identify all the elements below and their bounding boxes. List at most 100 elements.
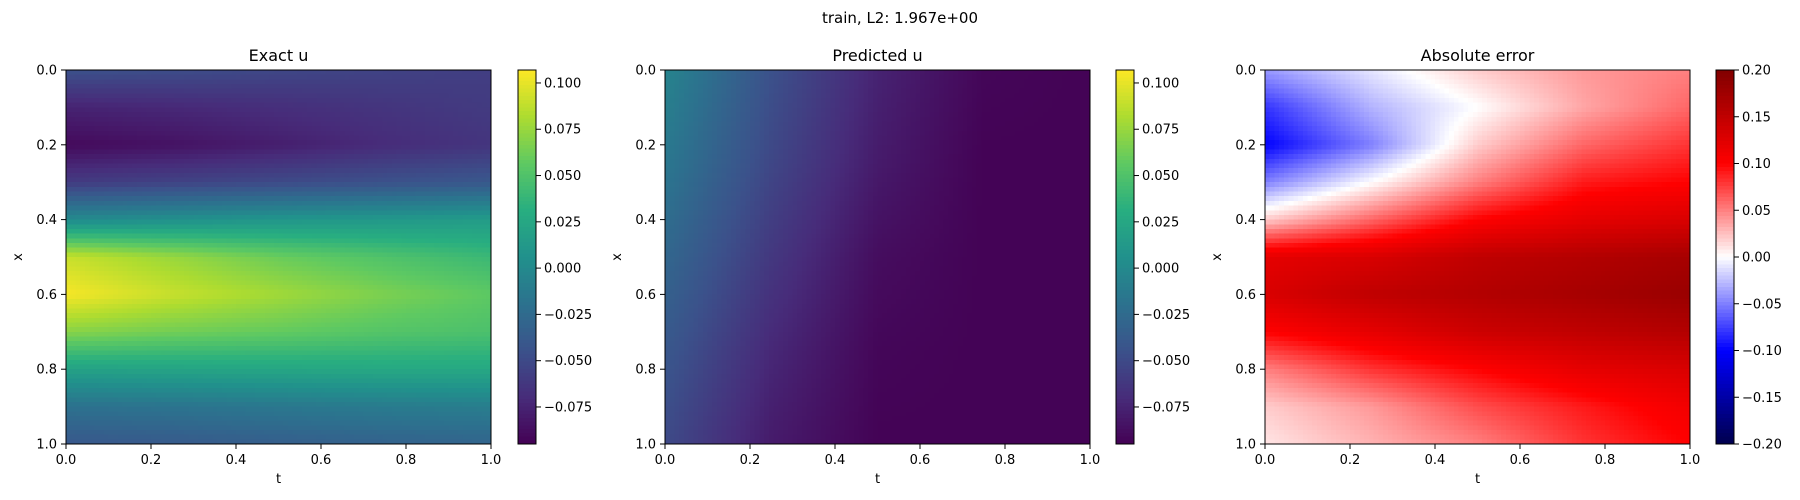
heatmap-cell <box>202 327 209 333</box>
heatmap-cell <box>264 186 270 193</box>
heatmap-cell <box>108 285 114 291</box>
heatmap-cell <box>387 168 393 174</box>
heatmap-cell <box>410 88 417 94</box>
heatmap-cell <box>103 210 110 216</box>
heatmap-cell <box>231 238 237 244</box>
heatmap-cell <box>165 116 171 123</box>
heatmap-cell <box>424 210 431 216</box>
heatmap-cell <box>292 224 298 230</box>
heatmap-cell <box>198 135 204 141</box>
heatmap-cell <box>321 299 327 305</box>
heatmap-cell <box>401 196 407 202</box>
heatmap-cell <box>377 299 383 305</box>
heatmap-cell <box>117 233 124 239</box>
heatmap-cell <box>420 247 426 253</box>
heatmap-cell <box>221 98 228 104</box>
heatmap-cell <box>316 257 322 263</box>
heatmap-cell <box>457 116 464 123</box>
heatmap-cell <box>453 228 459 235</box>
heatmap-cell <box>259 168 265 174</box>
heatmap-cell <box>453 112 459 118</box>
heatmap-cell <box>401 112 407 118</box>
heatmap-cell <box>259 299 265 305</box>
heatmap-cell <box>231 214 237 221</box>
heatmap-cell <box>283 79 289 85</box>
heatmap-cell <box>306 261 313 267</box>
heatmap-cell <box>476 130 483 137</box>
heatmap-cell <box>103 214 110 221</box>
heatmap-cell <box>89 126 95 132</box>
heatmap-cell <box>117 238 124 244</box>
heatmap-cell <box>420 102 426 108</box>
heatmap-cell <box>429 252 435 258</box>
heatmap-cell <box>75 313 81 319</box>
heatmap-cell <box>212 317 218 324</box>
heatmap-cell <box>387 289 393 295</box>
heatmap-cell <box>75 98 81 104</box>
heatmap-cell <box>481 224 487 230</box>
heatmap-cell <box>306 233 313 239</box>
heatmap-cell <box>273 299 280 305</box>
heatmap-cell <box>316 285 322 291</box>
heatmap-cell <box>169 257 176 263</box>
heatmap-cell <box>160 107 166 113</box>
heatmap-cell <box>396 280 402 286</box>
heatmap-cell <box>165 196 171 202</box>
heatmap-cell <box>127 261 133 267</box>
heatmap-cell <box>387 172 393 179</box>
heatmap-cell <box>453 257 459 263</box>
heatmap-cell <box>155 98 162 104</box>
heatmap-cell <box>94 135 100 141</box>
heatmap-cell <box>273 303 280 310</box>
heatmap-cell <box>141 280 147 286</box>
heatmap-cell <box>339 130 346 137</box>
heatmap-cell <box>330 257 336 263</box>
heatmap-cell <box>212 88 218 94</box>
heatmap-cell <box>240 317 247 324</box>
heatmap-cell <box>160 163 166 169</box>
heatmap-cell <box>259 233 265 239</box>
heatmap-cell <box>292 247 298 253</box>
heatmap-cell <box>424 172 431 179</box>
heatmap-cell <box>259 107 265 113</box>
heatmap-cell <box>481 84 487 90</box>
heatmap-cell <box>179 200 185 207</box>
heatmap-cell <box>462 116 468 123</box>
heatmap-cell <box>349 93 355 99</box>
heatmap-cell <box>269 285 275 291</box>
heatmap-cell <box>283 135 289 141</box>
heatmap-cell <box>481 242 487 249</box>
heatmap-cell <box>387 112 393 118</box>
heatmap-cell <box>70 186 77 193</box>
heatmap-cell <box>84 98 91 104</box>
heatmap-cell <box>259 280 265 286</box>
heatmap-cell <box>231 84 237 90</box>
heatmap-cell <box>434 322 440 328</box>
heatmap-cell <box>188 313 195 319</box>
heatmap-cell <box>226 271 232 277</box>
heatmap-cell <box>113 299 119 305</box>
heatmap-cell <box>335 144 341 151</box>
heatmap-cell <box>117 285 124 291</box>
heatmap-cell <box>302 154 308 160</box>
heatmap-cell <box>165 172 171 179</box>
heatmap-cell <box>363 313 369 319</box>
heatmap-cell <box>160 98 166 104</box>
heatmap-cell <box>132 154 138 160</box>
heatmap-cell <box>193 182 199 188</box>
heatmap-cell <box>66 98 72 104</box>
heatmap-cell <box>174 210 180 216</box>
heatmap-cell <box>66 299 72 305</box>
heatmap-cell <box>113 149 119 155</box>
heatmap-cell <box>382 275 388 281</box>
heatmap-cell <box>363 242 369 249</box>
heatmap-cell <box>254 317 261 324</box>
heatmap-cell <box>335 98 341 104</box>
heatmap-cell <box>94 233 100 239</box>
heatmap-cell <box>70 116 77 123</box>
heatmap-cell <box>141 186 147 193</box>
heatmap-cell <box>372 242 379 249</box>
heatmap-cell <box>188 154 195 160</box>
heatmap-cell <box>486 242 492 249</box>
heatmap-cell <box>264 126 270 132</box>
